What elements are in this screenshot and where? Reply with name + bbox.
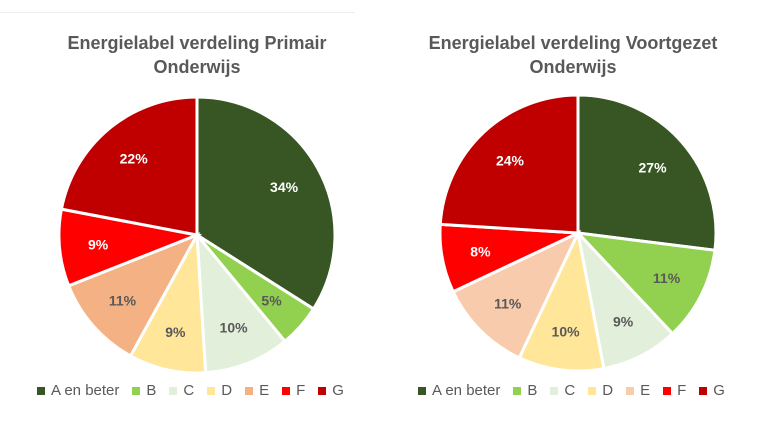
data-label: 9%	[613, 314, 634, 330]
legend-label: F	[296, 382, 306, 399]
legend-item: B	[132, 382, 156, 399]
legend-swatch	[282, 386, 291, 395]
legend-item: A en beter	[418, 382, 500, 399]
legend-item: F	[282, 382, 305, 399]
data-label: 10%	[220, 319, 249, 335]
legend-swatch	[318, 386, 327, 395]
legend-label: C	[183, 382, 195, 399]
data-label: 9%	[88, 236, 109, 252]
legend-label: C	[564, 382, 576, 399]
legend-label: E	[259, 382, 270, 399]
legend-swatch	[418, 386, 426, 395]
pie-slice-b	[574, 230, 717, 336]
pie-slice-g	[438, 93, 580, 235]
legend-item: G	[699, 382, 725, 399]
legend-item: C	[169, 382, 194, 399]
legend-item: E	[245, 382, 269, 399]
legend-item: E	[626, 382, 650, 399]
legend-item: D	[207, 382, 232, 399]
legend-swatch	[626, 386, 635, 395]
data-label: 11%	[109, 293, 137, 309]
data-label: 11%	[494, 295, 522, 311]
legend-swatch	[245, 386, 254, 395]
legend-label: B	[146, 382, 157, 399]
chart-title-primair: Energielabel verdeling Primair Onderwijs	[67, 33, 327, 77]
data-label: 5%	[261, 293, 282, 309]
legend-label: F	[677, 382, 687, 399]
legend-item: B	[513, 382, 537, 399]
data-label: 10%	[552, 324, 581, 340]
legend-swatch	[169, 386, 178, 395]
legend-label: D	[602, 382, 614, 399]
legend-label: A en beter	[432, 382, 501, 399]
data-label: 27%	[639, 159, 668, 175]
data-label: 24%	[496, 153, 525, 169]
pie-slice-a-en-beter	[576, 93, 718, 252]
pie-slice-d	[517, 228, 606, 373]
legend-swatch	[663, 386, 672, 395]
data-label: 9%	[165, 324, 186, 340]
legend-label: G	[713, 382, 725, 399]
data-label: 22%	[120, 150, 149, 166]
legend-voortgezet: A en beter B C D E F G	[418, 382, 738, 399]
legend-item: F	[663, 382, 686, 399]
legend-item: D	[588, 382, 613, 399]
pie-slice-e	[66, 232, 201, 358]
legend-label: E	[640, 382, 651, 399]
divider-line	[0, 12, 355, 13]
chart-title-voortgezet: Energielabel verdeling Voortgezet Onderw…	[428, 33, 718, 77]
legend-swatch	[588, 386, 597, 395]
legend-swatch	[207, 386, 216, 395]
legend-label: B	[527, 382, 538, 399]
legend-label: D	[221, 382, 233, 399]
pie-slice-g	[59, 95, 199, 237]
legend-label: G	[332, 382, 344, 399]
legend-swatch	[37, 386, 45, 395]
legend-item: A en beter	[37, 382, 119, 399]
legend-swatch	[550, 386, 559, 395]
legend-label: A en beter	[51, 382, 120, 399]
data-label: 8%	[470, 244, 491, 260]
legend-item: C	[550, 382, 575, 399]
pie-slice-c	[195, 230, 288, 375]
legend-primair: A en beter B C D E F G	[37, 382, 357, 399]
data-label: 11%	[653, 270, 681, 286]
pie-slice-e	[451, 229, 582, 360]
legend-swatch	[513, 386, 522, 395]
legend-swatch	[699, 386, 708, 395]
data-label: 34%	[270, 179, 299, 195]
legend-swatch	[132, 386, 141, 395]
legend-item: G	[318, 382, 344, 399]
